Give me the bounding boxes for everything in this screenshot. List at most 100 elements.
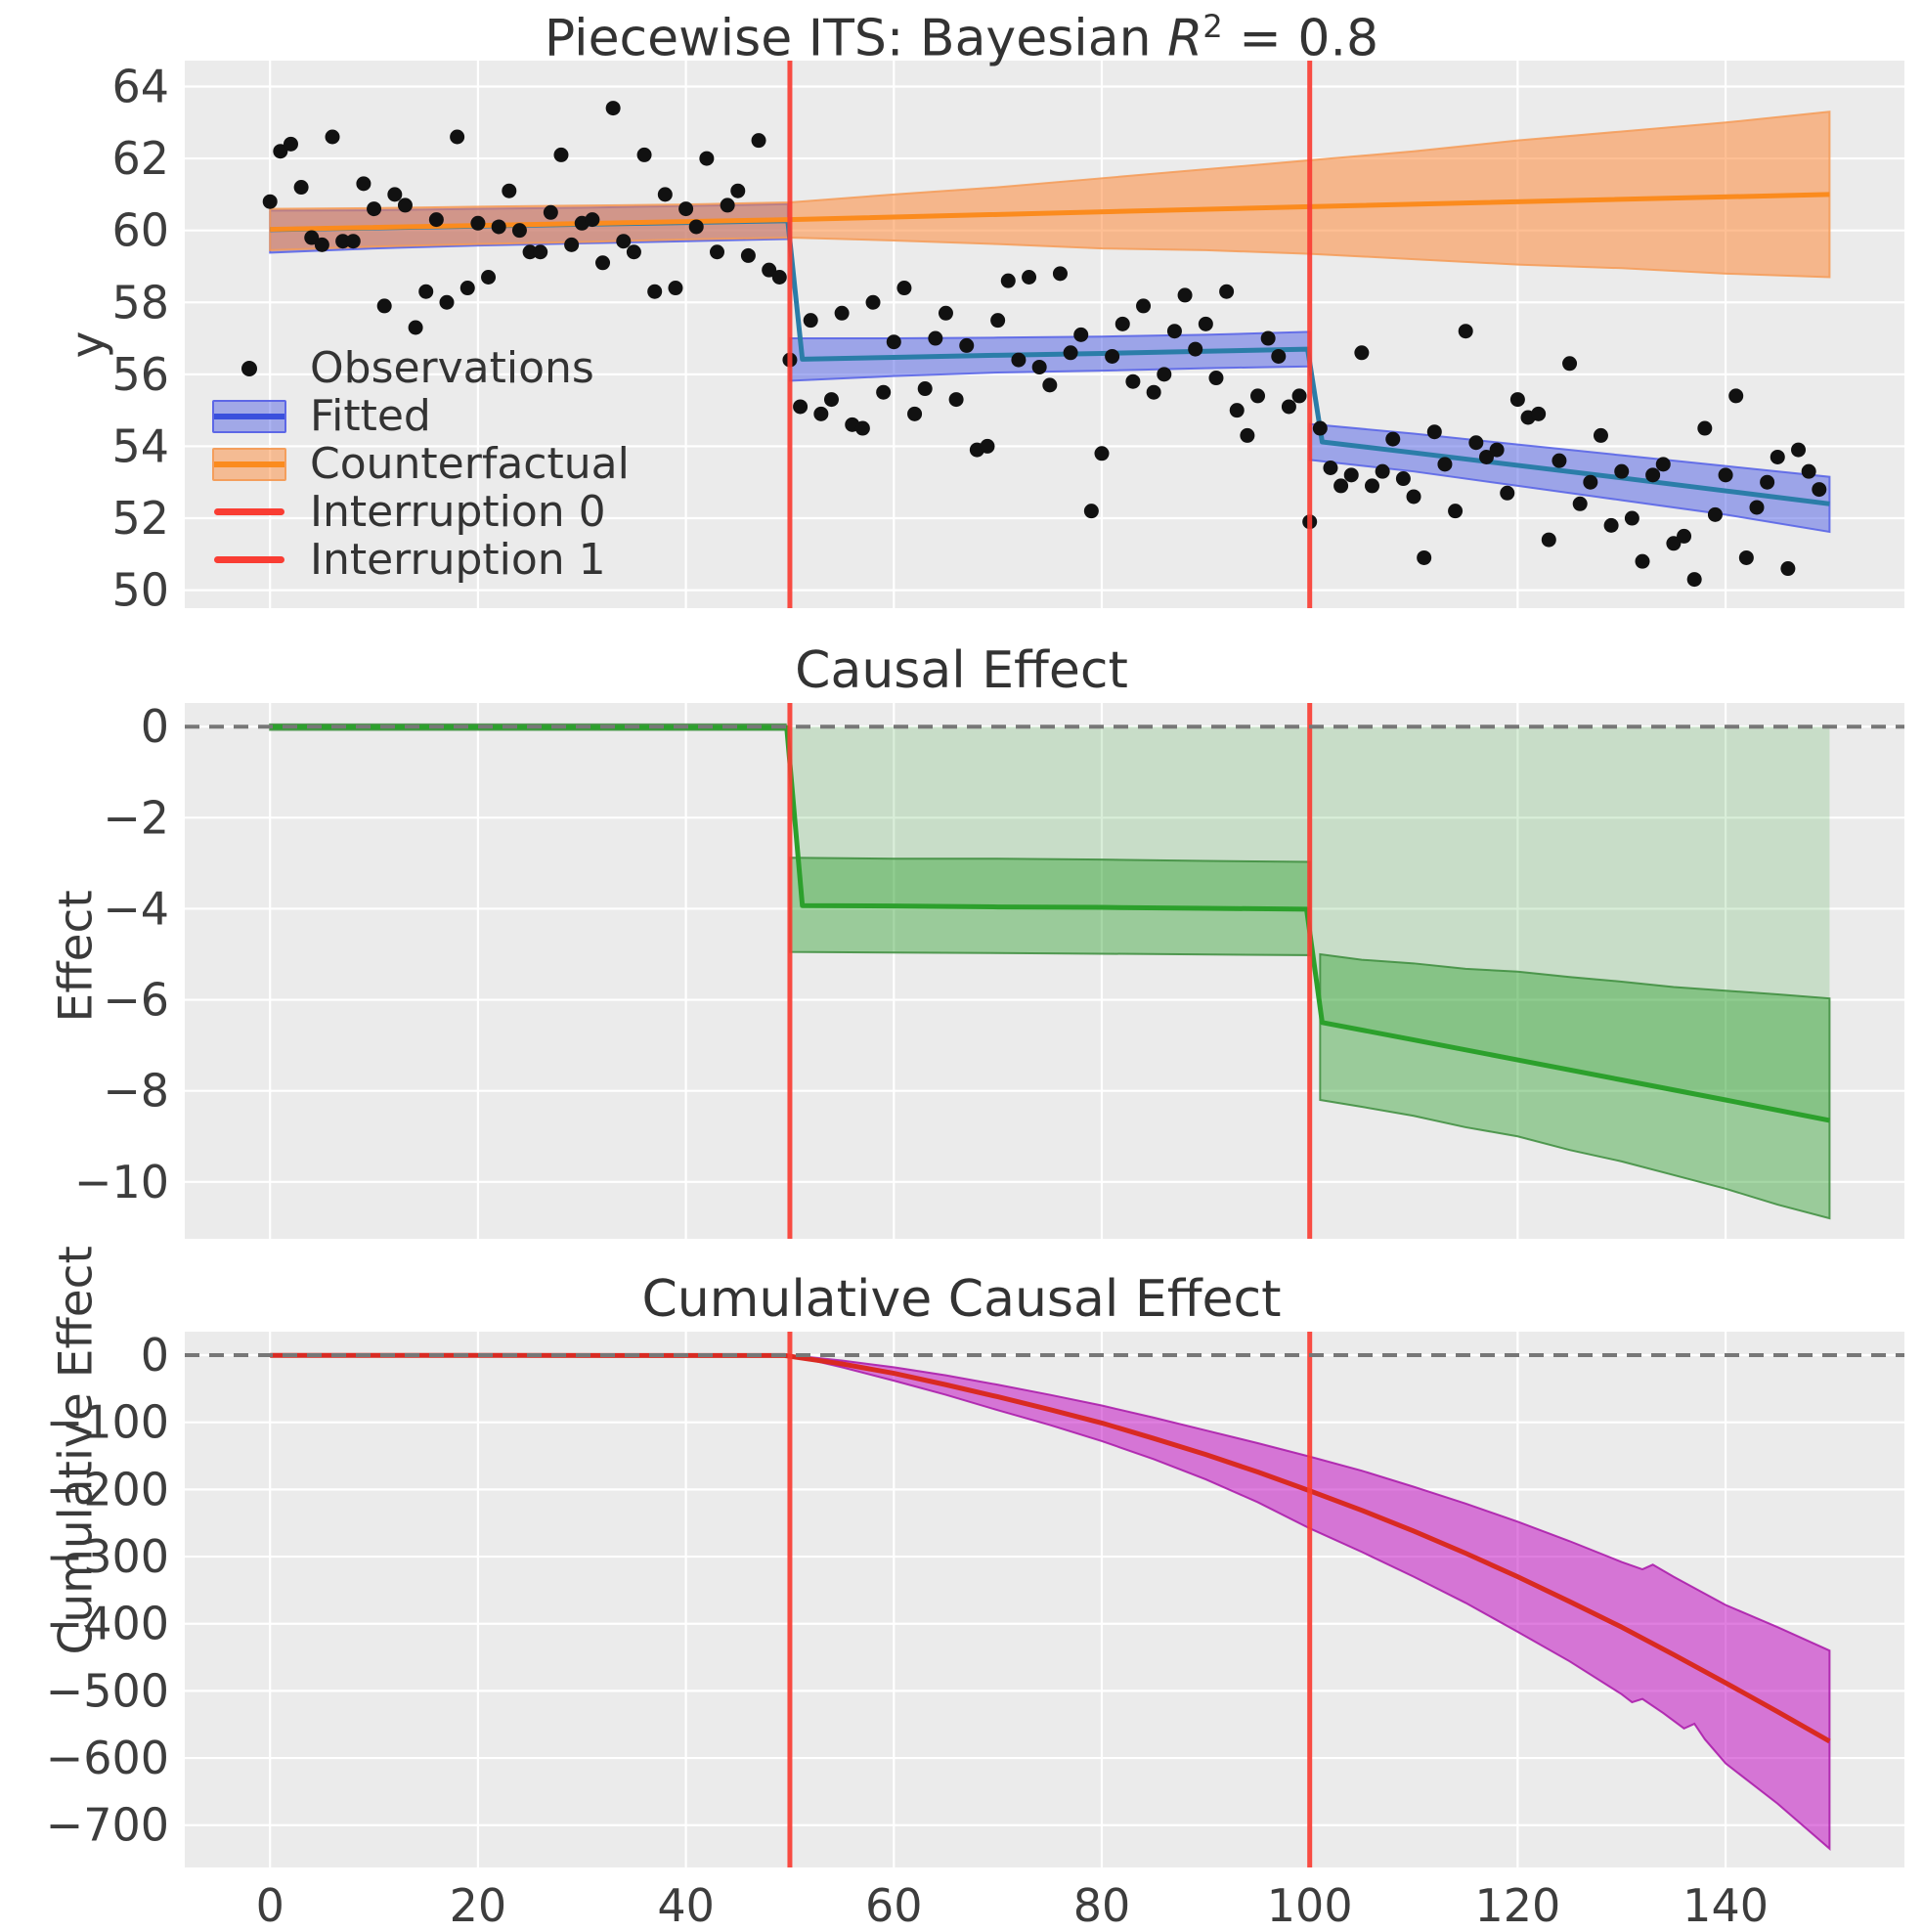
observation-point: [1031, 359, 1047, 374]
observation-point: [1063, 345, 1078, 361]
y-tick-label: −6: [103, 974, 169, 1027]
observation-point: [418, 284, 434, 299]
title-prefix: Piecewise ITS: Bayesian: [544, 9, 1168, 68]
y-axis-label-top: y: [61, 330, 115, 359]
observation-point: [1406, 489, 1421, 505]
top-plot-title: Piecewise ITS: Bayesian R2 = 0.8: [0, 8, 1923, 67]
x-tick-label: 60: [865, 1879, 923, 1932]
observation-point: [376, 298, 392, 314]
observation-point: [1146, 384, 1161, 400]
observation-point: [1250, 388, 1266, 404]
legend: Observations Fitted Counterfactual Inter…: [200, 343, 630, 585]
observation-point: [1478, 449, 1494, 464]
observation-point: [1219, 284, 1235, 299]
observation-point: [616, 234, 632, 249]
observation-point: [273, 144, 288, 159]
p2-background: [185, 703, 1904, 1239]
observation-point: [1208, 371, 1224, 386]
y-tick-label: 58: [111, 276, 169, 329]
observation-point: [1812, 482, 1827, 498]
observation-point: [1375, 463, 1390, 479]
y-tick-label: −200: [46, 1463, 169, 1515]
observation-point: [1136, 298, 1152, 314]
observation-point: [1738, 549, 1754, 565]
observation-point: [345, 234, 361, 249]
observation-point: [1562, 356, 1578, 372]
y-tick-label: −300: [46, 1530, 169, 1583]
observation-point: [1354, 345, 1370, 361]
observation-point: [1572, 496, 1588, 511]
observation-point: [1157, 367, 1172, 382]
interruption-line-icon: [214, 508, 284, 515]
y-axis-label-cumulative: Cumulative Effect: [49, 1246, 104, 1655]
observation-point: [657, 187, 673, 202]
y-tick-label: 54: [111, 419, 169, 472]
observation-point: [439, 294, 455, 310]
observation-point: [1583, 474, 1598, 490]
observation-point: [854, 420, 870, 436]
band: [1308, 422, 1831, 534]
observation-point: [283, 136, 298, 152]
x-tick-label: 0: [256, 1879, 284, 1932]
x-tick-label: 20: [450, 1879, 507, 1932]
observation-point: [481, 269, 497, 285]
observation-point: [553, 147, 569, 162]
observation-point: [876, 384, 892, 400]
observation-point: [678, 201, 694, 217]
observation-point: [948, 392, 964, 408]
observation-point: [356, 176, 371, 192]
observation-point: [730, 183, 746, 198]
observation-point: [470, 215, 486, 231]
observation-point: [917, 381, 933, 397]
observation-point: [1083, 504, 1099, 519]
observation-point: [1760, 474, 1775, 490]
observation-point: [990, 313, 1006, 329]
series-line: [270, 1352, 1831, 1744]
observation-point: [720, 198, 735, 213]
y-tick-label: 0: [141, 700, 169, 753]
observation-point: [491, 219, 506, 235]
observation-point: [1291, 388, 1307, 404]
observation-point: [1707, 506, 1723, 522]
observation-point: [585, 212, 600, 228]
observation-point: [1271, 348, 1287, 364]
observation-point: [1677, 528, 1692, 544]
observation-point: [408, 320, 423, 335]
legend-item-interruption-1: Interruption 1: [200, 535, 630, 585]
title-r-exponent: 2: [1202, 8, 1223, 45]
observation-point: [1531, 406, 1547, 421]
observation-point: [647, 284, 663, 299]
observation-point: [1188, 341, 1203, 357]
observation-point: [1395, 471, 1411, 487]
observation-point: [1022, 269, 1037, 285]
observation-point: [886, 334, 901, 350]
x-tick-label: 100: [1267, 1879, 1353, 1932]
y-tick-label: 0: [141, 1329, 169, 1382]
observation-point: [1198, 316, 1213, 331]
observation-point: [1312, 420, 1328, 436]
observation-point: [1385, 431, 1401, 447]
observation-point: [1770, 449, 1785, 464]
observation-point: [980, 438, 995, 454]
observation-point: [1364, 478, 1379, 494]
observation-point: [293, 180, 309, 196]
band: [1319, 952, 1831, 1220]
y-tick-label: 52: [111, 492, 169, 545]
y-tick-label: 50: [111, 564, 169, 617]
observation-point: [1603, 517, 1619, 533]
observation-point: [502, 183, 517, 198]
observation-point: [907, 406, 923, 421]
y-tick-label: 64: [111, 60, 169, 112]
observation-point: [1260, 330, 1276, 346]
y-tick-label: −2: [103, 791, 169, 844]
observation-point: [688, 219, 704, 235]
observation-point: [803, 313, 818, 329]
observation-point: [450, 129, 465, 145]
observation-point: [262, 194, 278, 209]
band: [269, 110, 1831, 279]
observation-point: [511, 223, 527, 239]
observation-point: [636, 147, 652, 162]
observation-point: [928, 330, 943, 346]
y-tick-label: −100: [46, 1396, 169, 1449]
observation-point: [1635, 553, 1650, 569]
